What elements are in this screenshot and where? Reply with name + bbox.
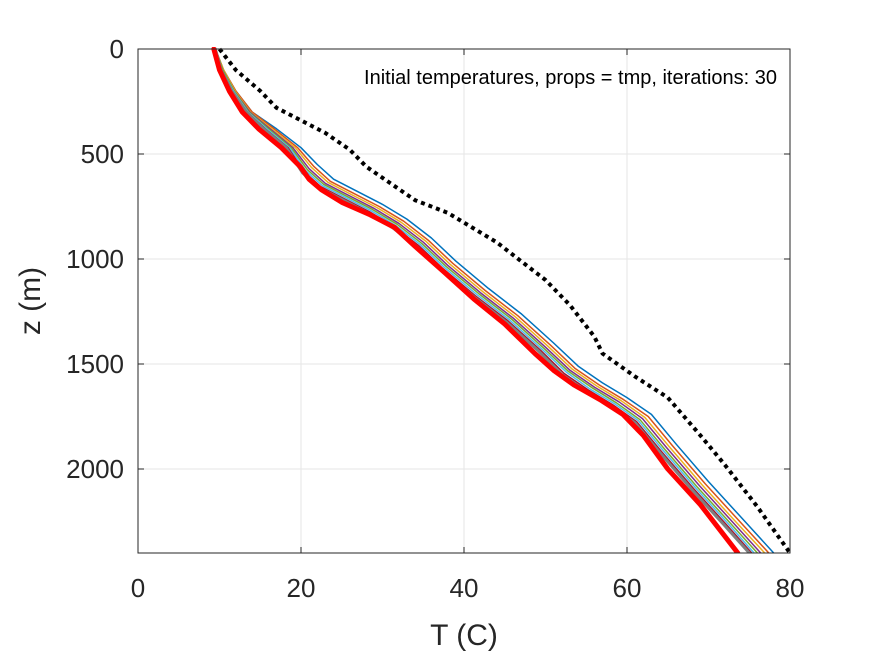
chart-annotation: Initial temperatures, props = tmp, itera…	[364, 67, 777, 89]
x-tick-label: 0	[131, 573, 145, 603]
series-line-5	[214, 48, 762, 553]
axis-ticks: 0 20 40 60 80 0 500 1000 1500 2000	[66, 34, 804, 603]
series-lines	[211, 47, 792, 553]
x-tick-label: 60	[613, 573, 642, 603]
y-tick-label: 500	[81, 139, 124, 169]
series-line-6	[214, 48, 759, 553]
y-tick-label: 0	[110, 34, 124, 64]
grid-lines	[138, 49, 790, 553]
x-tick-label: 20	[287, 573, 316, 603]
y-tick-label: 1500	[66, 349, 124, 379]
y-tick-label: 1000	[66, 244, 124, 274]
x-tick-label: 40	[450, 573, 479, 603]
x-axis-label: T (C)	[430, 619, 498, 652]
series-line-2	[214, 48, 775, 553]
series-line-8	[214, 48, 753, 553]
series-line-4	[214, 48, 766, 553]
y-axis-label: z (m)	[14, 267, 47, 335]
x-tick-label: 80	[776, 573, 805, 603]
y-tick-label: 2000	[66, 454, 124, 484]
series-line-1	[217, 47, 792, 553]
series-line-10	[211, 47, 741, 553]
series-line-3	[214, 48, 770, 553]
series-line-7	[214, 48, 755, 553]
